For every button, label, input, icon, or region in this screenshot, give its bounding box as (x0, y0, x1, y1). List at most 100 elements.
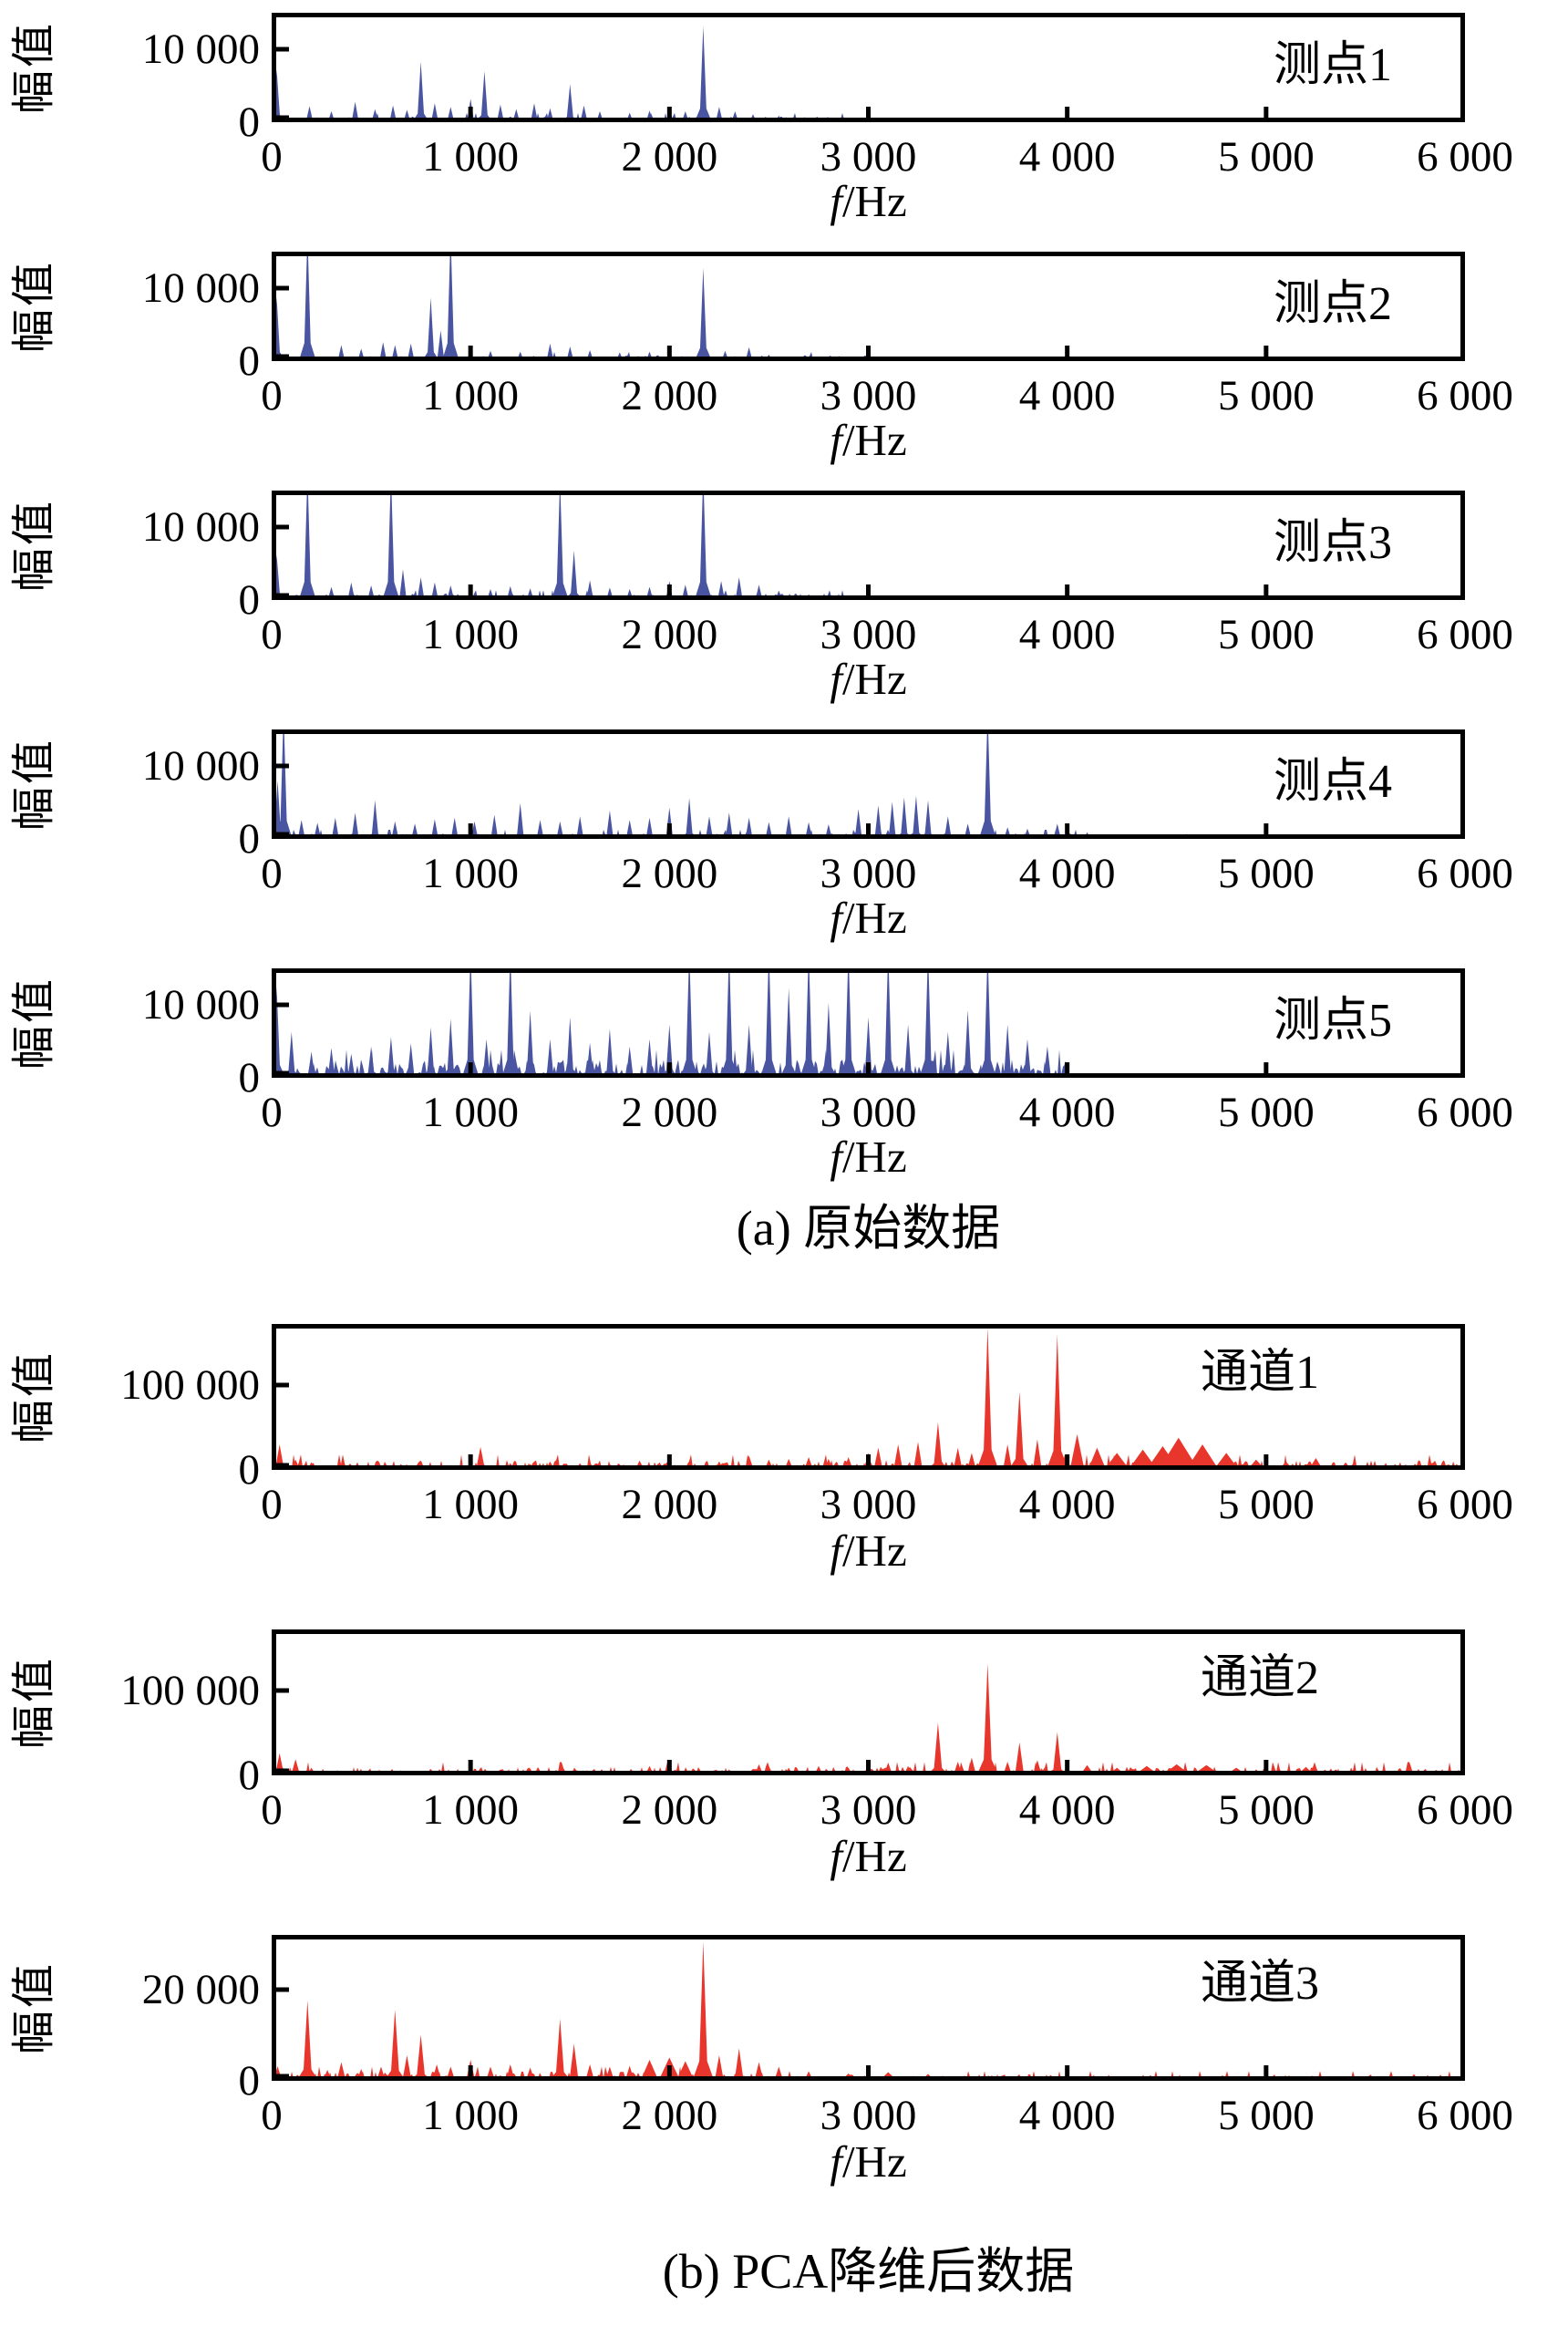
spectrum-plot-cedian-3 (272, 491, 1465, 600)
x-axis-label: f/Hz (830, 1132, 907, 1182)
x-tick-label: 6 000 (1417, 850, 1513, 897)
x-tick-label: 0 (261, 1089, 283, 1136)
subplot-cedian-1: 幅值 10 000 0 测点1 0 1 000 2 000 3 000 4 000 5 000 6 … (0, 2, 1568, 241)
x-tick-label: 1 000 (422, 1481, 520, 1528)
x-tick-label: 2 000 (621, 372, 718, 419)
plot-frame (272, 729, 1465, 839)
x-tick-label: 0 (261, 611, 283, 658)
x-tick-label: 4 000 (1018, 133, 1116, 181)
x-tick-label: 5 000 (1217, 372, 1315, 419)
x-tick-label: 4 000 (1018, 372, 1116, 419)
spectrum-peaks (272, 1941, 946, 2081)
x-tick-label: 6 000 (1417, 611, 1513, 658)
x-axis-label: f/Hz (830, 654, 907, 704)
series-label-tongdao-3: 通道3 (1201, 1958, 1320, 2010)
x-tick-label: 2 000 (621, 1481, 718, 1528)
subplot-tongdao-3: 幅值 20 000 0 通道3 0 1 000 2 000 3 000 4 000 5 000 6 … (0, 1924, 1568, 2229)
x-tick-label: 0 (261, 850, 283, 897)
y-tick-label: 0 (238, 98, 261, 146)
x-tick-label: 5 000 (1217, 133, 1315, 181)
x-axis-label: f/Hz (830, 1525, 907, 1576)
subplot-cedian-3: 幅值 10 000 0 测点3 0 1 000 2 000 3 000 4 000 5 000 6 … (0, 480, 1568, 719)
x-tick-label: 5 000 (1217, 1786, 1315, 1834)
x-tick-label: 5 000 (1217, 1089, 1315, 1136)
x-tick-label: 1 000 (422, 133, 520, 181)
x-tick-label: 4 000 (1018, 1089, 1116, 1136)
x-tick-label: 3 000 (820, 372, 917, 419)
x-tick-label: 5 000 (1217, 611, 1315, 658)
x-tick-label: 6 000 (1417, 2092, 1513, 2139)
x-tick-label: 1 000 (422, 1786, 520, 1834)
plot-frame (272, 1935, 1465, 2081)
spectrum-peaks (272, 729, 1196, 839)
x-tick-label: 0 (261, 1481, 283, 1528)
series-label-tongdao-1: 通道1 (1201, 1347, 1320, 1399)
plot-frame (272, 13, 1465, 122)
y-tick-label: 0 (238, 337, 261, 385)
plot-frame (272, 1629, 1465, 1775)
x-tick-label: 5 000 (1217, 1481, 1315, 1528)
x-tick-label: 1 000 (422, 1089, 520, 1136)
caption-pca-data: (b) PCA降维后数据 (662, 2244, 1075, 2299)
x-tick-label: 0 (261, 1786, 283, 1834)
y-tick-label: 10 000 (141, 503, 260, 551)
x-tick-label: 2 000 (621, 850, 718, 897)
x-tick-label: 3 000 (820, 611, 917, 658)
spectrum-plot-tongdao-1 (272, 1324, 1465, 1470)
x-tick-label: 1 000 (422, 2092, 520, 2139)
y-tick-label: 0 (238, 1446, 261, 1494)
plot-frame (272, 491, 1465, 600)
x-tick-label: 2 000 (621, 133, 718, 181)
subplot-cedian-5: 幅值 10 000 0 测点5 0 1 000 2 000 3 000 4 000 5 000 6 … (0, 957, 1568, 1196)
y-tick-label: 0 (238, 1752, 261, 1799)
y-tick-label: 0 (238, 815, 261, 863)
y-tick-label: 0 (238, 576, 261, 624)
x-tick-label: 6 000 (1417, 1481, 1513, 1528)
x-tick-label: 0 (261, 372, 283, 419)
x-tick-label: 3 000 (820, 1786, 917, 1834)
x-tick-label: 5 000 (1217, 850, 1315, 897)
y-tick-label: 10 000 (141, 742, 260, 790)
x-tick-label: 1 000 (422, 850, 520, 897)
y-tick-label: 100 000 (120, 1360, 260, 1409)
spectrum-plot-tongdao-2 (272, 1629, 1465, 1775)
series-label-cedian-1: 测点1 (1274, 39, 1393, 91)
subplot-tongdao-2: 幅值 100 000 0 通道2 0 1 000 2 000 3 000 4 000 5 000 6… (0, 1619, 1568, 1924)
x-axis-label: f/Hz (830, 176, 907, 226)
spectrum-peaks (272, 491, 818, 600)
spectrum-plot-tongdao-3 (272, 1935, 1465, 2081)
spectrum-plot-cedian-4 (272, 729, 1465, 839)
spectrum-plot-cedian-2 (272, 252, 1465, 361)
x-tick-label: 2 000 (621, 2092, 718, 2139)
x-tick-label: 1 000 (422, 611, 520, 658)
subplot-cedian-4: 幅值 10 000 0 测点4 0 1 000 2 000 3 000 4 000 5 000 6 … (0, 719, 1568, 957)
y-tick-label: 100 000 (120, 1666, 260, 1714)
plot-frame (272, 252, 1465, 361)
x-tick-label: 4 000 (1018, 1481, 1116, 1528)
spectrum-plot-cedian-5 (272, 968, 1465, 1078)
x-tick-label: 6 000 (1417, 133, 1513, 181)
x-tick-label: 3 000 (820, 133, 917, 181)
x-tick-label: 3 000 (820, 850, 917, 897)
x-axis-label: f/Hz (830, 893, 907, 943)
caption-original-data: (a) 原始数据 (736, 1201, 1001, 1256)
x-tick-label: 4 000 (1018, 611, 1116, 658)
x-tick-label: 2 000 (621, 1786, 718, 1834)
series-label-cedian-2: 测点2 (1274, 278, 1393, 330)
x-tick-label: 5 000 (1217, 2092, 1315, 2139)
x-tick-label: 4 000 (1018, 1786, 1116, 1834)
x-tick-label: 2 000 (621, 611, 718, 658)
x-tick-label: 4 000 (1018, 850, 1116, 897)
x-tick-label: 6 000 (1417, 1089, 1513, 1136)
y-tick-label: 20 000 (141, 1966, 260, 2013)
y-tick-label: 10 000 (141, 26, 260, 73)
series-label-cedian-5: 测点5 (1274, 995, 1393, 1047)
series-label-cedian-4: 测点4 (1274, 756, 1393, 808)
subplot-tongdao-1: 幅值 100 000 0 通道1 0 1 000 2 000 3 000 4 000 5 000 6… (0, 1313, 1568, 1619)
x-tick-label: 0 (261, 2092, 283, 2139)
y-tick-label: 10 000 (141, 981, 260, 1029)
spectrum-peaks (272, 252, 808, 361)
spectrum-plot-cedian-1 (272, 13, 1465, 122)
x-tick-label: 3 000 (820, 2092, 917, 2139)
